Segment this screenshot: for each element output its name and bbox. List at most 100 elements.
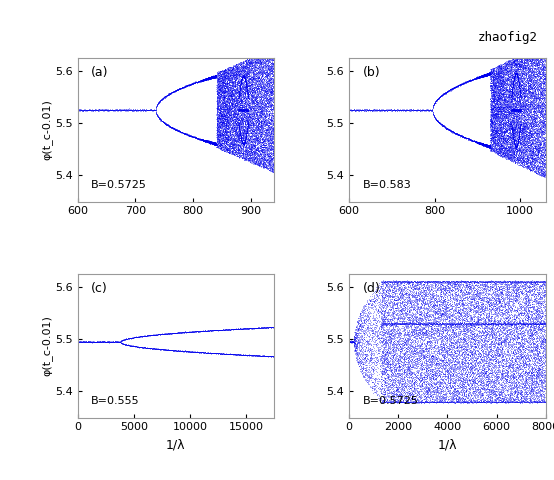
Point <box>424 398 433 406</box>
Point <box>520 143 529 151</box>
Point <box>386 315 394 323</box>
Point <box>483 351 492 359</box>
Point <box>219 86 228 94</box>
Point <box>526 144 535 152</box>
Point <box>484 397 493 405</box>
Point <box>509 119 518 126</box>
Point <box>175 84 184 92</box>
Point <box>351 326 360 334</box>
Point <box>207 138 216 146</box>
Point <box>218 88 227 96</box>
Point <box>254 352 263 360</box>
Point <box>498 284 507 292</box>
Point <box>458 376 467 384</box>
Point <box>474 365 483 372</box>
Point <box>427 277 436 285</box>
Point <box>74 338 83 346</box>
Point <box>536 73 545 81</box>
Point <box>450 284 459 292</box>
Point <box>527 88 536 96</box>
Point <box>202 138 211 146</box>
Point <box>454 82 463 89</box>
Point <box>531 134 540 142</box>
Point <box>427 370 436 378</box>
Point <box>528 365 537 372</box>
Point <box>490 75 499 83</box>
Point <box>497 107 506 115</box>
Point <box>416 378 425 385</box>
Point <box>530 59 539 66</box>
Point <box>421 309 430 316</box>
Point <box>439 316 448 324</box>
Point <box>527 364 536 372</box>
Point <box>240 59 249 66</box>
Point <box>232 67 240 75</box>
Point <box>381 314 389 322</box>
Point <box>496 110 505 118</box>
Point <box>384 300 393 308</box>
Point <box>490 110 499 118</box>
Point <box>227 108 236 116</box>
Point <box>409 278 418 286</box>
Point <box>245 143 254 150</box>
Point <box>538 381 547 388</box>
Point <box>248 96 257 104</box>
Point <box>202 327 211 335</box>
Point <box>440 366 449 373</box>
Point <box>381 369 390 376</box>
Point <box>217 122 225 130</box>
Point <box>254 71 263 78</box>
Point <box>245 324 254 332</box>
Point <box>380 306 389 313</box>
Point <box>392 390 401 398</box>
Point <box>260 96 269 103</box>
Point <box>511 279 520 287</box>
Point <box>394 325 403 333</box>
Point <box>249 123 258 131</box>
Point <box>494 84 503 91</box>
Point <box>368 310 377 317</box>
Point <box>469 376 478 384</box>
Point <box>416 319 425 326</box>
Point <box>419 106 428 114</box>
Point <box>507 93 516 100</box>
Point <box>495 283 504 290</box>
Point <box>418 319 427 327</box>
Point <box>448 371 457 379</box>
Point <box>510 126 519 133</box>
Point <box>506 59 515 66</box>
Point <box>520 124 529 132</box>
Point <box>221 87 230 95</box>
Point <box>481 288 490 295</box>
Point <box>392 321 401 328</box>
Point <box>252 84 261 92</box>
Point <box>491 112 500 120</box>
Point <box>487 65 496 73</box>
Point <box>522 136 531 144</box>
Point <box>531 140 540 147</box>
Point <box>489 134 497 142</box>
Point <box>498 67 507 75</box>
Point <box>530 82 539 89</box>
Point <box>473 74 481 82</box>
Point <box>503 134 512 142</box>
Point <box>224 107 233 115</box>
Point <box>386 383 395 391</box>
Point <box>398 352 407 360</box>
Point <box>269 135 278 143</box>
Point <box>384 336 393 344</box>
Point <box>392 369 401 376</box>
Point <box>460 335 469 342</box>
Point <box>392 387 401 395</box>
Point <box>527 75 536 83</box>
Point <box>508 118 517 126</box>
Point <box>400 327 409 335</box>
Point <box>500 341 509 349</box>
Point <box>475 294 484 302</box>
Point <box>499 71 508 79</box>
Point <box>391 278 399 286</box>
Point <box>492 107 501 115</box>
Point <box>433 385 442 393</box>
Point <box>236 100 245 108</box>
Point <box>512 88 521 96</box>
